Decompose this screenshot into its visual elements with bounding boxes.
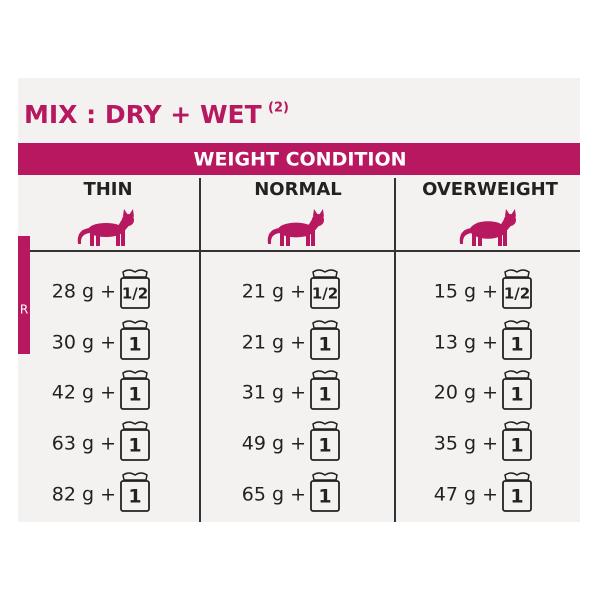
cat-ears <box>123 209 134 217</box>
cat-neck <box>118 216 132 234</box>
pouch-label: 1 <box>318 435 331 457</box>
pouch <box>310 429 340 461</box>
pouch-top <box>312 320 338 329</box>
pouch-top <box>122 472 148 481</box>
pouch <box>310 277 340 309</box>
amount: 31 g + <box>242 382 306 404</box>
amount: 49 g + <box>242 433 306 455</box>
pouch <box>310 328 340 360</box>
column-header: NORMAL <box>254 179 342 200</box>
pouch-label: 1/2 <box>504 285 530 303</box>
pouch-top <box>312 370 338 379</box>
pouch-label: 1 <box>128 435 141 457</box>
header: WEIGHT CONDITION <box>194 149 407 171</box>
pouch-label: 1 <box>318 486 331 508</box>
pouch-label: 1 <box>128 486 141 508</box>
title-note: (2) <box>268 101 289 116</box>
pouch <box>502 328 532 360</box>
cat-ears <box>313 209 324 217</box>
pouch <box>502 378 532 410</box>
pouch-label: 1 <box>510 435 523 457</box>
amount: 15 g + <box>434 281 498 303</box>
cat-tail <box>459 228 472 244</box>
pouch <box>310 378 340 410</box>
cat-tail <box>267 228 280 244</box>
pouch-top <box>504 421 530 430</box>
pouch-top <box>504 320 530 329</box>
amount: 65 g + <box>242 484 306 506</box>
pouch <box>502 277 532 309</box>
pouch <box>502 480 532 512</box>
pouch-top <box>312 269 338 278</box>
pouch-label: 1 <box>318 384 331 406</box>
pouch <box>120 277 150 309</box>
pouch-top <box>122 320 148 329</box>
pouch-label: 1 <box>318 334 331 356</box>
amount: 30 g + <box>52 332 116 354</box>
amount: 20 g + <box>434 382 498 404</box>
pouch-label: 1/2 <box>312 285 338 303</box>
pouch-label: 1 <box>510 486 523 508</box>
pouch <box>120 429 150 461</box>
pouch <box>310 480 340 512</box>
amount: 63 g + <box>52 433 116 455</box>
pouch-top <box>122 370 148 379</box>
pouch-top <box>504 269 530 278</box>
side-tab <box>18 236 30 354</box>
pouch-top <box>504 472 530 481</box>
pouch-top <box>122 421 148 430</box>
cat-neck <box>500 216 514 234</box>
cat-legs <box>90 230 125 246</box>
cat-neck <box>308 216 322 234</box>
pouch-label: 1/2 <box>122 285 148 303</box>
header-band <box>18 143 580 175</box>
amount: 28 g + <box>52 281 116 303</box>
amount: 21 g + <box>242 281 306 303</box>
cat-icon <box>459 209 516 246</box>
cat-tail <box>77 228 90 244</box>
pouch-top <box>122 269 148 278</box>
pouch-label: 1 <box>128 334 141 356</box>
pouch-label: 1 <box>128 384 141 406</box>
cat-icon <box>77 209 134 246</box>
cat-legs <box>472 230 507 246</box>
amount: 47 g + <box>434 484 498 506</box>
side-tab-letter: R <box>20 303 28 317</box>
pouch-label: 1 <box>510 334 523 356</box>
amount: 21 g + <box>242 332 306 354</box>
title: MIX : DRY + WET <box>24 100 262 129</box>
pouch <box>120 378 150 410</box>
pouch <box>120 480 150 512</box>
cat-legs <box>280 230 315 246</box>
cat-icon <box>267 209 324 246</box>
amount: 13 g + <box>434 332 498 354</box>
amount: 82 g + <box>52 484 116 506</box>
column-header: THIN <box>83 179 132 200</box>
pouch-top <box>312 472 338 481</box>
amount: 35 g + <box>434 433 498 455</box>
pouch <box>120 328 150 360</box>
pouch <box>502 429 532 461</box>
pouch-label: 1 <box>510 384 523 406</box>
amount: 42 g + <box>52 382 116 404</box>
pouch-top <box>504 370 530 379</box>
cat-ears <box>505 209 516 217</box>
column-header: OVERWEIGHT <box>422 179 559 200</box>
pouch-top <box>312 421 338 430</box>
